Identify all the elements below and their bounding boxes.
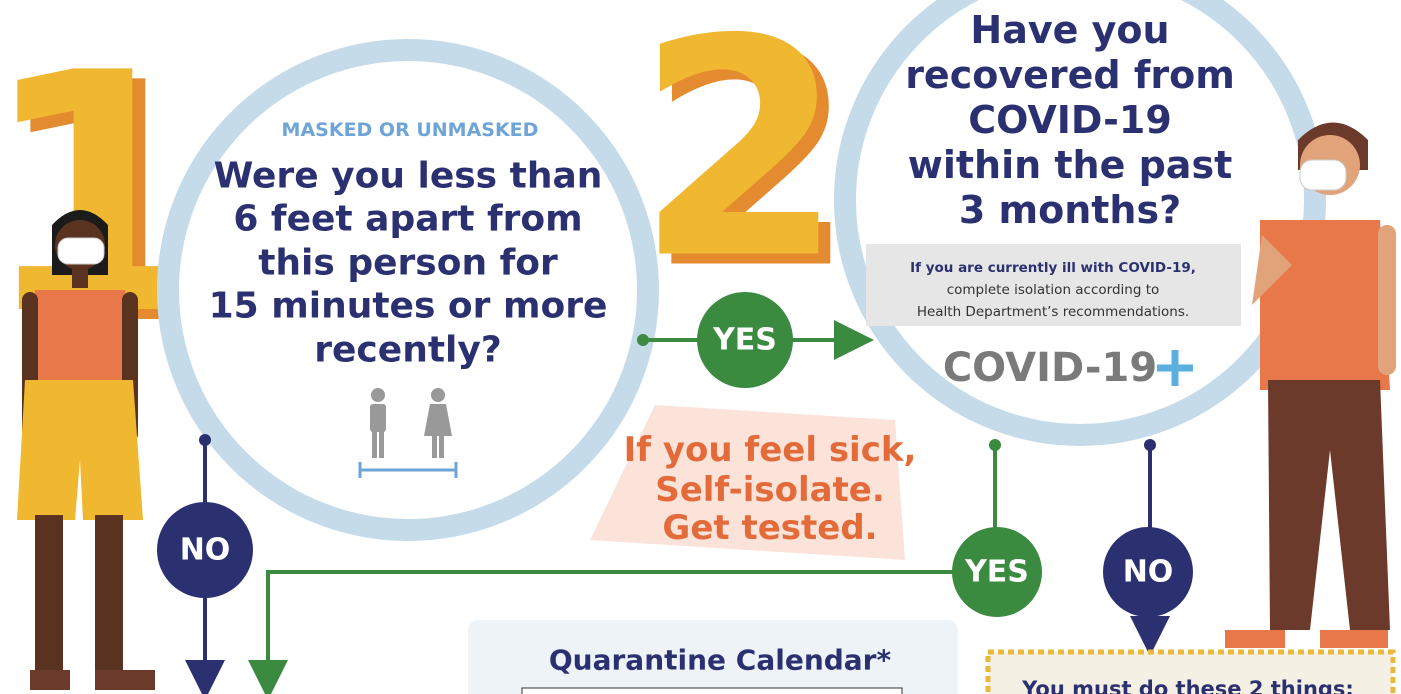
- sick-line: Self-isolate.: [655, 470, 885, 510]
- sick-line: Get tested.: [662, 508, 877, 548]
- question-line: 15 minutes or more: [209, 286, 608, 327]
- question-line: this person for: [258, 243, 558, 284]
- sick-line: If you feel sick,: [624, 430, 917, 470]
- note-line: Health Department’s recommendations.: [917, 304, 1189, 320]
- infographic: 1 1 2 2 MASKED OR UNMASKED Were you less…: [0, 0, 1401, 694]
- question-line: 3 months?: [959, 188, 1181, 232]
- question-line: Were you less than: [214, 156, 603, 197]
- calendar-title: Quarantine Calendar*: [549, 644, 892, 677]
- step-number: 2: [636, 0, 845, 325]
- answer: NO: [180, 533, 231, 568]
- body: {"step1": {"number": "1", "label": "MASK…: [0, 0, 1401, 694]
- badge: COVID-19: [943, 345, 1157, 391]
- page: Quarantine flow html, body { margin: 0; …: [0, 0, 1401, 694]
- question-line: 6 feet apart from: [233, 199, 582, 240]
- answer: YES: [712, 323, 777, 358]
- note-line: If you are currently ill with COVID-19,: [910, 260, 1196, 276]
- step-label: MASKED OR UNMASKED: [282, 119, 539, 141]
- question-line: COVID-19: [968, 98, 1172, 142]
- calendar-table: [522, 688, 902, 694]
- answer: NO: [1123, 555, 1174, 590]
- must-do-title: You must do these 2 things:: [1021, 677, 1354, 694]
- note-line: complete isolation according to: [947, 282, 1160, 298]
- question-line: Have you: [970, 8, 1169, 52]
- answer: YES: [964, 555, 1029, 590]
- question-line: recently?: [314, 330, 501, 371]
- question-line: within the past: [908, 143, 1233, 187]
- question-line: recovered from: [905, 53, 1235, 97]
